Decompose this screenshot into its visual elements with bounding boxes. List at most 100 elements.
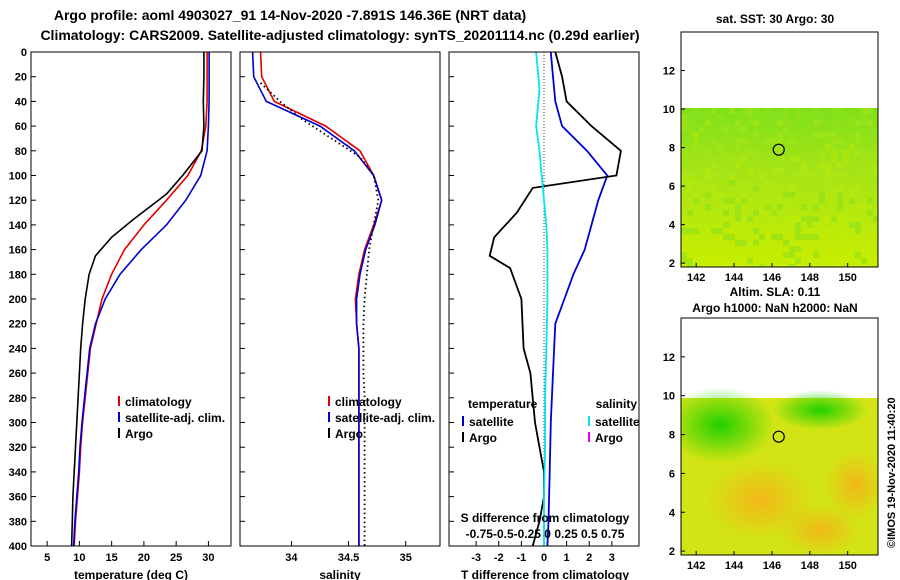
x-tick-label: 148 <box>801 272 819 284</box>
y-tick-label: 360 <box>9 492 27 504</box>
sst-cell <box>867 210 873 216</box>
sst-map-argo-marker <box>772 143 785 156</box>
sst-cell <box>813 216 819 222</box>
sst-cell <box>771 210 777 216</box>
sst-cell <box>861 156 867 162</box>
sst-cell <box>819 120 825 126</box>
sst-cell <box>759 168 765 174</box>
sst-cell <box>753 252 759 258</box>
sst-cell <box>795 246 801 252</box>
sst-cell <box>855 138 861 144</box>
sst-cell <box>747 264 753 267</box>
sst-cell <box>801 210 807 216</box>
sst-cell <box>855 204 861 210</box>
sst-cell <box>867 120 873 126</box>
sst-cell <box>819 192 825 198</box>
sst-cell <box>741 138 747 144</box>
sst-cell <box>741 180 747 186</box>
y-tick-label: 60 <box>15 121 27 133</box>
y-tick-label: 0 <box>21 47 27 59</box>
sst-cell <box>855 222 861 228</box>
x-tick-label: 5 <box>44 552 50 564</box>
sst-cell <box>789 216 795 222</box>
sst-cell <box>753 240 759 246</box>
sst-cell <box>807 234 813 240</box>
sst-cell <box>747 120 753 126</box>
sst-cell <box>795 156 801 162</box>
sst-cell <box>873 162 878 168</box>
sst-cell <box>753 210 759 216</box>
sst-cell <box>831 150 837 156</box>
difference-lines <box>488 52 622 546</box>
x-tick-label: 2 <box>586 552 592 564</box>
difference-xlabel: T difference from climatology <box>461 568 629 580</box>
sst-cell <box>711 192 717 198</box>
sst-cell <box>831 216 837 222</box>
sst-cell <box>849 222 855 228</box>
sst-cell <box>855 174 861 180</box>
sst-cell <box>741 240 747 246</box>
sst-cell <box>687 228 693 234</box>
sst-cell <box>693 180 699 186</box>
y-tick-label: 20 <box>15 72 27 84</box>
sst-cell <box>687 264 693 267</box>
y-tick-label: 280 <box>9 393 27 405</box>
series-line-satellite-t <box>546 52 609 546</box>
sst-cell <box>687 204 693 210</box>
sst-cell <box>777 198 783 204</box>
sst-cell <box>861 162 867 168</box>
sst-cell <box>855 120 861 126</box>
sst-cell <box>741 204 747 210</box>
sst-cell <box>777 144 783 150</box>
sst-cell <box>825 192 831 198</box>
sst-cell <box>723 234 729 240</box>
sst-cell <box>777 150 783 156</box>
legend-label: climatology <box>335 395 402 409</box>
sst-cell <box>705 228 711 234</box>
sst-cell <box>837 108 843 114</box>
sst-cell <box>681 156 687 162</box>
sst-cell <box>681 126 687 132</box>
sst-cell <box>711 108 717 114</box>
x-tick-label: 146 <box>763 272 781 284</box>
sst-cell <box>741 156 747 162</box>
sst-cell <box>819 198 825 204</box>
sst-cell <box>753 120 759 126</box>
sst-cell <box>849 144 855 150</box>
sst-cell <box>681 114 687 120</box>
sst-cell <box>873 228 878 234</box>
sst-cell <box>699 126 705 132</box>
sst-cell <box>735 144 741 150</box>
sst-cell <box>813 132 819 138</box>
legend-label: satellite-adj. clim. <box>335 411 435 425</box>
sst-cell <box>855 150 861 156</box>
sst-cell <box>783 120 789 126</box>
sst-cell <box>777 186 783 192</box>
sst-cell <box>843 204 849 210</box>
sst-cell <box>837 120 843 126</box>
sst-cell <box>753 186 759 192</box>
sst-cell <box>777 204 783 210</box>
sst-cell <box>681 216 687 222</box>
sst-cell <box>735 126 741 132</box>
x-tick-label: -2 <box>494 552 504 564</box>
y-tick-label: 12 <box>663 352 675 364</box>
sst-cell <box>843 156 849 162</box>
y-tick-label: 300 <box>9 418 27 430</box>
sst-cell <box>795 216 801 222</box>
sst-cell <box>693 138 699 144</box>
sst-cell <box>789 120 795 126</box>
sst-cell <box>687 258 693 264</box>
sst-cell <box>813 234 819 240</box>
x-tick-label: 0 <box>541 552 547 564</box>
sst-cell <box>783 240 789 246</box>
series-line-argo <box>259 82 380 546</box>
sst-cell <box>867 264 873 267</box>
sst-cell <box>789 156 795 162</box>
sst-cell <box>729 180 735 186</box>
sst-cell <box>789 252 795 258</box>
sst-cell <box>777 258 783 264</box>
header-line-1: Argo profile: aoml 4903027_91 14-Nov-202… <box>54 7 526 23</box>
sst-cell <box>741 168 747 174</box>
sst-cell <box>693 192 699 198</box>
